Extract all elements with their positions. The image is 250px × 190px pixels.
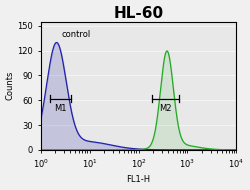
Title: HL-60: HL-60	[114, 6, 164, 21]
Text: control: control	[61, 30, 90, 39]
Y-axis label: Counts: Counts	[6, 71, 15, 101]
Text: M2: M2	[159, 104, 172, 113]
X-axis label: FL1-H: FL1-H	[126, 175, 150, 184]
Text: M1: M1	[54, 104, 66, 113]
